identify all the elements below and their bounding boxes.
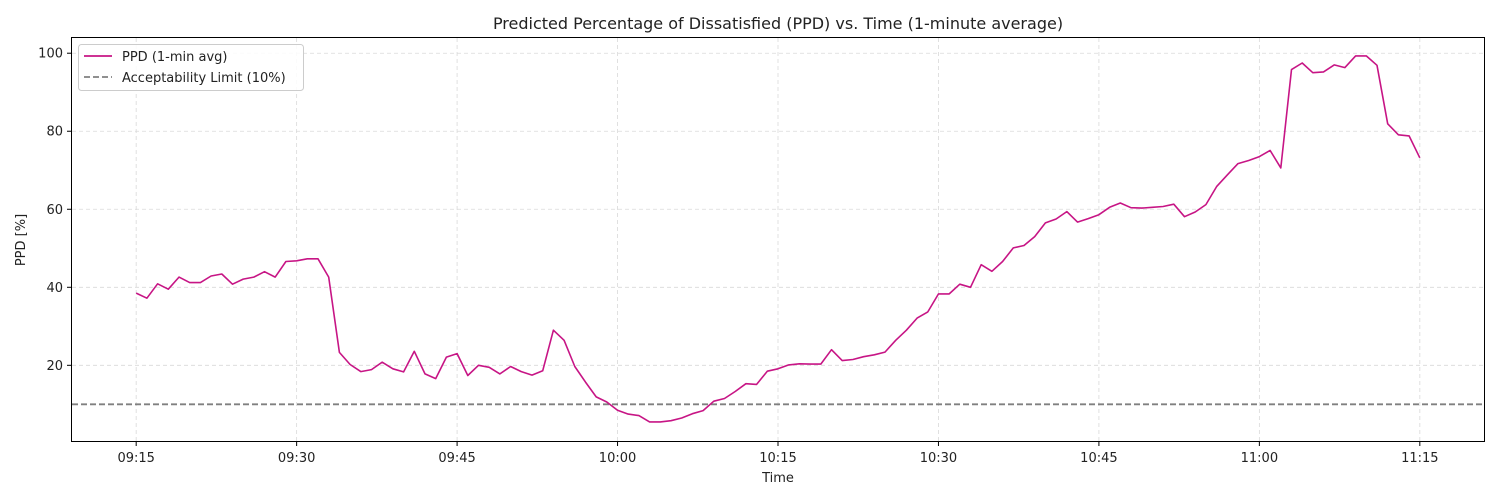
y-tick-label: 80 [46,125,63,140]
series-layer [135,55,1421,423]
legend: PPD (1-min avg) Acceptability Limit (10%… [78,44,304,91]
grid [72,38,1484,441]
x-tick-label: 10:30 [920,451,957,466]
x-tick-label: 10:45 [1080,451,1117,466]
x-tick-label: 10:15 [759,451,796,466]
legend-box [78,44,304,91]
x-tick-label: 11:00 [1241,451,1278,466]
y-axis-ticks: 20 40 60 80 100 [38,47,72,374]
x-tick-label: 11:15 [1401,451,1438,466]
y-tick-label: 40 [46,281,63,296]
ppd-series-line [135,55,1421,423]
legend-label-ppd: PPD (1-min avg) [122,50,228,65]
x-tick-label: 09:15 [117,451,154,466]
x-axis-ticks: 09:15 09:30 09:45 10:00 10:15 10:30 10:45 11:00… [117,441,1439,466]
y-axis-label: PPD [%] [14,214,29,266]
chart-title: Predicted Percentage of Dissatisfied (PP… [493,14,1063,33]
x-tick-label: 09:30 [278,451,315,466]
y-tick-label: 60 [46,203,63,218]
legend-label-limit: Acceptability Limit (10%) [122,71,286,86]
y-tick-label: 20 [46,359,63,374]
x-tick-label: 10:00 [599,451,636,466]
y-tick-label: 100 [38,47,63,62]
x-axis-label: Time [761,471,794,486]
x-tick-label: 09:45 [438,451,475,466]
